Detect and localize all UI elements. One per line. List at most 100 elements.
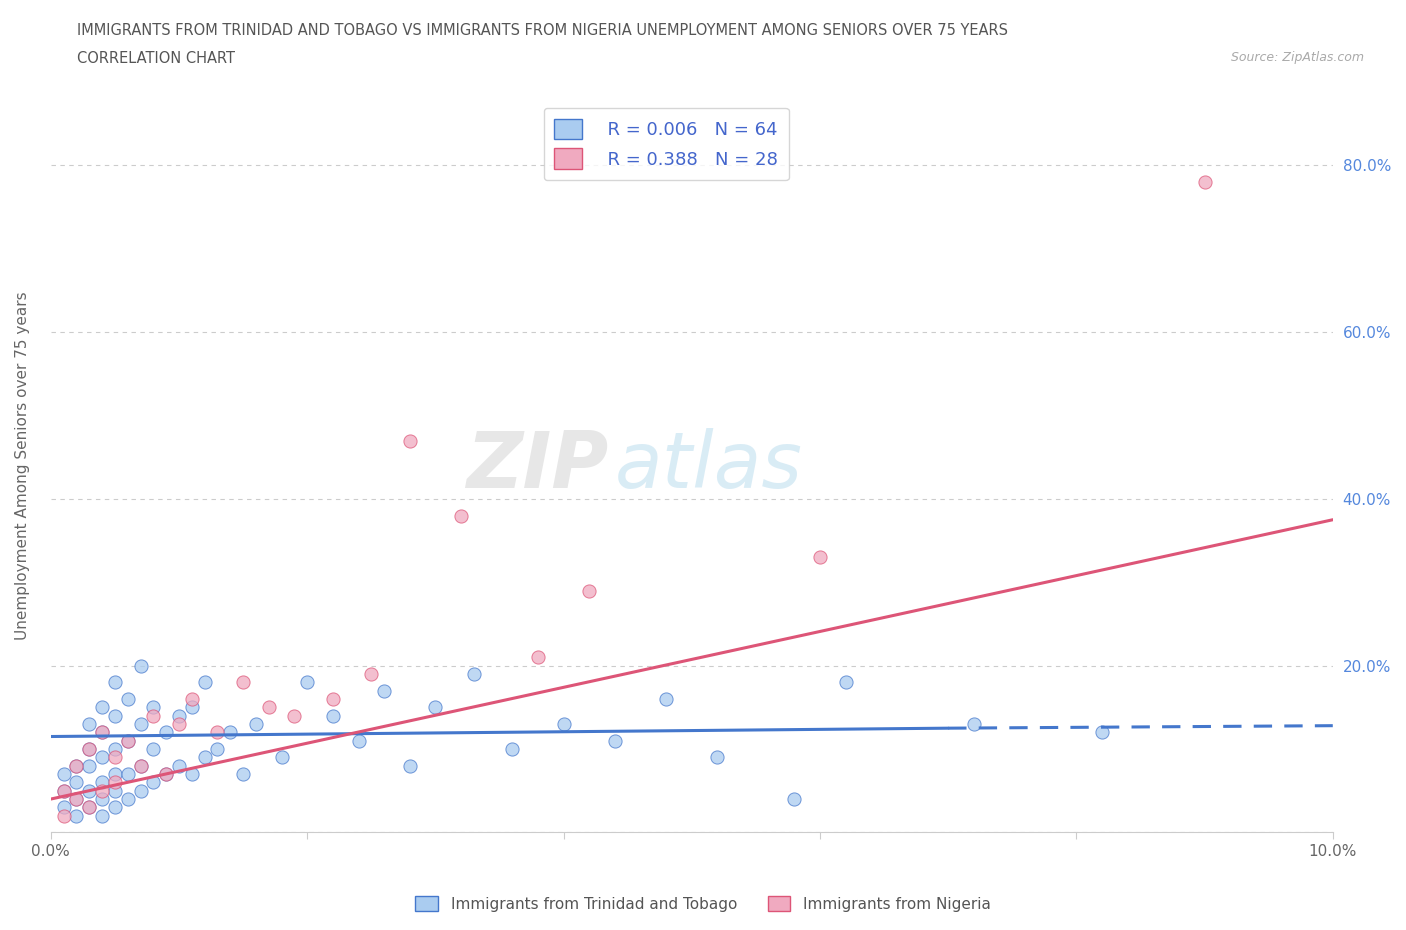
Point [155, 766, 177, 781]
Point [425, 700, 447, 715]
Point [117, 733, 139, 748]
Point [398, 433, 420, 448]
Point [91, 775, 114, 790]
Point [91, 791, 114, 806]
Point [553, 717, 575, 732]
Point [91, 700, 114, 715]
Point [155, 724, 177, 739]
Point [79, 717, 101, 732]
Point [117, 733, 139, 748]
Point [104, 766, 127, 781]
Point [207, 724, 229, 739]
Point [65, 808, 87, 823]
Point [65, 791, 87, 806]
Point [142, 741, 165, 756]
Point [65, 758, 87, 773]
Point [117, 692, 139, 707]
Point [706, 750, 728, 764]
Point [501, 741, 523, 756]
Point [578, 583, 600, 598]
Point [283, 709, 305, 724]
Point [834, 675, 856, 690]
Point [79, 783, 101, 798]
Point [117, 766, 139, 781]
Point [398, 758, 420, 773]
Point [450, 508, 472, 523]
Legend: Immigrants from Trinidad and Tobago, Immigrants from Nigeria: Immigrants from Trinidad and Tobago, Imm… [409, 889, 997, 918]
Point [129, 758, 152, 773]
Point [79, 800, 101, 815]
Text: atlas: atlas [614, 428, 803, 503]
Point [232, 766, 254, 781]
Point [104, 741, 127, 756]
Point [129, 717, 152, 732]
Point [52, 766, 75, 781]
Point [65, 791, 87, 806]
Point [79, 741, 101, 756]
Point [347, 733, 370, 748]
Point [1194, 175, 1216, 190]
Point [1091, 724, 1114, 739]
Point [79, 758, 101, 773]
Point [52, 783, 75, 798]
Point [257, 700, 280, 715]
Point [104, 775, 127, 790]
Point [117, 791, 139, 806]
Point [52, 783, 75, 798]
Point [65, 758, 87, 773]
Point [207, 741, 229, 756]
Point [167, 758, 190, 773]
Point [180, 692, 202, 707]
Text: Source: ZipAtlas.com: Source: ZipAtlas.com [1230, 51, 1364, 64]
Point [104, 783, 127, 798]
Point [360, 667, 382, 682]
Point [129, 758, 152, 773]
Point [79, 741, 101, 756]
Point [91, 808, 114, 823]
Point [655, 692, 678, 707]
Point [91, 724, 114, 739]
Point [155, 766, 177, 781]
Point [373, 684, 395, 698]
Point [104, 800, 127, 815]
Point [65, 775, 87, 790]
Point [91, 724, 114, 739]
Point [963, 717, 986, 732]
Point [270, 750, 292, 764]
Point [322, 692, 344, 707]
Legend:   R = 0.006   N = 64,   R = 0.388   N = 28: R = 0.006 N = 64, R = 0.388 N = 28 [544, 108, 789, 180]
Point [91, 750, 114, 764]
Y-axis label: Unemployment Among Seniors over 75 years: Unemployment Among Seniors over 75 years [15, 291, 30, 640]
Point [463, 667, 485, 682]
Point [180, 700, 202, 715]
Point [104, 750, 127, 764]
Point [194, 750, 217, 764]
Point [129, 658, 152, 673]
Point [167, 709, 190, 724]
Point [527, 650, 550, 665]
Point [297, 675, 319, 690]
Point [603, 733, 626, 748]
Point [104, 675, 127, 690]
Point [52, 808, 75, 823]
Point [245, 717, 267, 732]
Point [79, 800, 101, 815]
Point [167, 717, 190, 732]
Text: CORRELATION CHART: CORRELATION CHART [77, 51, 235, 66]
Point [142, 775, 165, 790]
Point [129, 783, 152, 798]
Point [219, 724, 242, 739]
Point [104, 709, 127, 724]
Point [142, 709, 165, 724]
Point [808, 550, 831, 565]
Point [91, 783, 114, 798]
Text: IMMIGRANTS FROM TRINIDAD AND TOBAGO VS IMMIGRANTS FROM NIGERIA UNEMPLOYMENT AMON: IMMIGRANTS FROM TRINIDAD AND TOBAGO VS I… [77, 23, 1008, 38]
Point [322, 709, 344, 724]
Point [142, 700, 165, 715]
Point [194, 675, 217, 690]
Text: ZIP: ZIP [467, 428, 609, 503]
Point [232, 675, 254, 690]
Point [52, 800, 75, 815]
Point [783, 791, 806, 806]
Point [180, 766, 202, 781]
